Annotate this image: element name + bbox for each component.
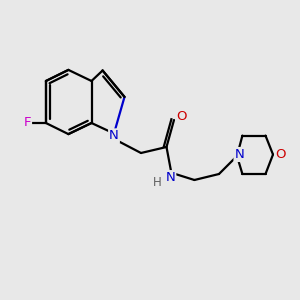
Text: O: O — [176, 110, 187, 123]
Text: F: F — [24, 116, 31, 130]
Text: N: N — [235, 148, 244, 161]
Text: N: N — [166, 171, 175, 184]
Text: H: H — [153, 176, 162, 189]
Text: O: O — [275, 148, 286, 161]
Text: N: N — [109, 129, 119, 142]
